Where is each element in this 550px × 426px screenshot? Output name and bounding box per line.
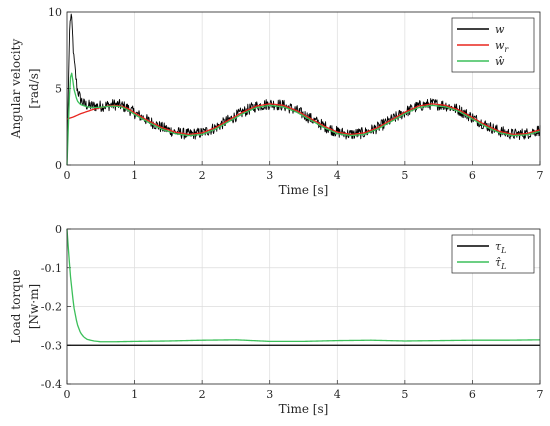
legend-label: τ̂L [495,256,506,271]
x-tick-label: 3 [266,169,273,182]
y-tick-label: -0.4 [41,378,62,391]
y-tick-labels: 0 5 10 [48,6,62,172]
series-group [66,228,541,346]
x-axis-label: Time [s] [279,402,329,416]
series-line-1 [66,13,541,166]
x-tick-label: 7 [537,169,544,182]
y-tick-label: 5 [55,83,62,96]
y-tick-label: 0 [55,223,62,236]
x-tick-label: 6 [469,388,476,401]
x-tick-label: 4 [334,388,341,401]
axes-frame [66,228,541,385]
x-tick-labels: 0 1 2 3 4 5 6 7 [64,169,544,182]
series-group [66,13,541,166]
x-axis-label: Time [s] [279,183,329,197]
x-tick-label: 4 [334,169,341,182]
x-tick-label: 1 [131,169,138,182]
legend-label: τL [495,240,506,255]
series-line-2 [66,103,541,136]
x-tick-label: 3 [266,388,273,401]
y-tick-label: 10 [48,6,62,19]
x-tick-label: 5 [401,388,408,401]
y-tick-label: -0.1 [41,262,62,275]
axes-frame [66,11,541,166]
x-tick-label: 0 [64,388,71,401]
x-tick-label: 2 [199,388,206,401]
y-tick-label: 0 [55,159,62,172]
series-line-3 [66,72,541,166]
y-axis-unit: [rad/s] [27,68,41,108]
legend-box [451,234,535,274]
load-torque-plot: 0 1 2 3 4 5 6 7 0 -0.1 -0.2 -0.3 -0.4 Time [s] Load… [9,223,544,416]
y-tick-labels: 0 -0.1 -0.2 -0.3 -0.4 [41,223,62,391]
y-tick-label: -0.3 [41,339,62,352]
x-tick-label: 6 [469,169,476,182]
x-tick-label: 1 [131,388,138,401]
x-tick-labels: 0 1 2 3 4 5 6 7 [64,388,544,401]
y-tick-label: -0.2 [41,301,62,314]
legend: τLτ̂L [451,234,535,274]
legend-label: ŵ [495,55,505,68]
y-axis-label: Load torque [9,269,23,343]
y-axis-label: Angular velocity [9,39,23,140]
x-tick-label: 5 [401,169,408,182]
x-tick-label: 7 [537,388,544,401]
series-line-2 [66,228,541,343]
legend-label: w [495,23,505,36]
y-axis-unit: [Nw·m] [27,284,41,329]
x-tick-label: 0 [64,169,71,182]
x-tick-label: 2 [199,169,206,182]
